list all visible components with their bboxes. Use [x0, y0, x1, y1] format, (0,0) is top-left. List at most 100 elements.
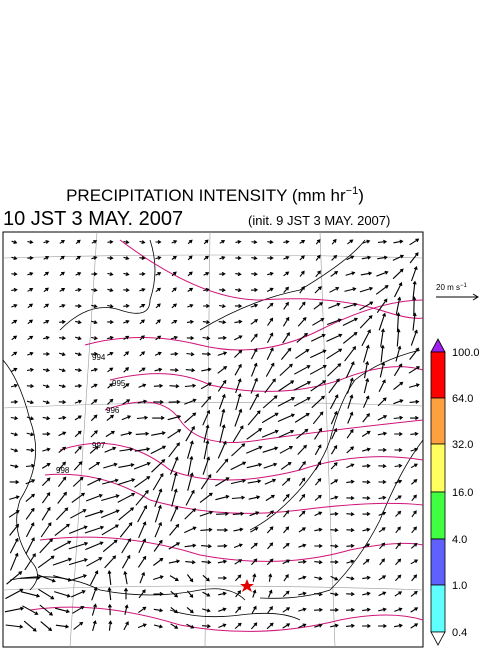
- isobar: [29, 606, 424, 632]
- wind-arrow: [58, 446, 67, 454]
- wind-arrow: [185, 489, 195, 506]
- wind-arrow: [123, 587, 128, 600]
- wind-arrow: [266, 526, 274, 534]
- wind-arrow: [362, 607, 371, 612]
- wind-arrow: [394, 607, 403, 612]
- init-time: (init. 9 JST 3 MAY. 2007): [248, 213, 390, 228]
- wind-arrow: [25, 479, 36, 485]
- wind-arrow: [121, 554, 131, 569]
- wind-arrow: [72, 476, 84, 487]
- wind-arrow: [26, 367, 35, 372]
- wind-arrow: [314, 511, 323, 517]
- wind-arrow: [122, 383, 130, 389]
- wind-arrow: [298, 543, 307, 548]
- wind-arrow: [247, 479, 262, 484]
- wind-arrow: [170, 505, 179, 522]
- wind-arrow: [75, 287, 82, 292]
- wind-arrow: [346, 377, 354, 394]
- wind-arrow: [134, 447, 151, 452]
- wind-arrow: [107, 335, 114, 340]
- wind-arrow: [281, 477, 291, 486]
- wind-arrow: [361, 430, 371, 437]
- wind-arrow: [314, 444, 322, 456]
- wind-arrow: [346, 623, 355, 628]
- wind-arrow: [154, 367, 163, 372]
- title: PRECIPITATION INTENSITY (mm hr−1): [66, 185, 364, 205]
- wind-arrow: [123, 319, 130, 324]
- wind-arrow: [68, 541, 89, 550]
- wind-arrow: [59, 303, 66, 308]
- wind-arrow: [70, 509, 87, 519]
- wind-arrow: [27, 335, 34, 341]
- wind-arrow: [313, 302, 324, 310]
- wind-arrow: [75, 255, 81, 260]
- wind-arrow: [39, 538, 54, 554]
- wind-arrow: [252, 573, 257, 582]
- wind-arrow: [139, 319, 146, 325]
- wind-arrow: [249, 393, 259, 411]
- wind-arrow: [394, 432, 403, 437]
- wind-arrow: [26, 448, 35, 453]
- wind-arrow: [91, 336, 98, 341]
- wind-arrow: [411, 494, 417, 502]
- wind-arrow: [90, 367, 99, 372]
- wind-arrow: [394, 623, 403, 628]
- wind-arrow: [379, 361, 386, 378]
- wind-arrow: [58, 384, 67, 389]
- colorbar-bottom-triangle: [430, 631, 446, 646]
- wind-arrow: [309, 365, 327, 375]
- wind-arrow: [91, 272, 98, 276]
- wind-arrow: [342, 317, 359, 326]
- wind-arrow: [378, 527, 386, 533]
- wind-arrow: [56, 507, 69, 521]
- wind-arrow: [362, 413, 370, 423]
- wind-arrow: [201, 560, 212, 565]
- wind-arrow: [251, 256, 258, 261]
- wind-arrow: [153, 383, 164, 388]
- wind-arrow: [310, 349, 327, 359]
- wind-arrow: [262, 446, 279, 453]
- wind-arrow: [153, 591, 164, 596]
- wind-arrow: [346, 543, 355, 548]
- wind-arrow: [153, 608, 164, 613]
- wind-arrow: [312, 318, 325, 326]
- wind-arrow: [105, 430, 115, 438]
- wind-arrow: [378, 312, 386, 331]
- wind-arrow: [107, 383, 114, 389]
- wind-arrow: [230, 478, 247, 485]
- wind-arrow: [250, 303, 259, 308]
- wind-unit: 20 m s−1: [436, 283, 468, 292]
- wind-arrow: [362, 575, 371, 580]
- wind-arrow: [187, 239, 193, 245]
- wind-arrow: [169, 523, 180, 536]
- wind-arrow: [278, 429, 295, 438]
- wind-arrow: [91, 304, 98, 309]
- wind-arrow: [327, 363, 342, 377]
- wind-arrow: [345, 271, 356, 276]
- wind-arrow: [394, 448, 403, 452]
- wind-arrow: [411, 526, 417, 534]
- wind-arrow: [167, 429, 182, 439]
- wind-arrow: [11, 319, 18, 324]
- wind-arrow: [42, 368, 51, 373]
- wind-arrow: [265, 362, 275, 377]
- isobar-label: 994: [92, 353, 106, 362]
- wind-arrow: [185, 560, 196, 565]
- wind-arrow: [90, 351, 99, 356]
- wind-arrow: [395, 558, 402, 566]
- wind-arrow: [203, 272, 210, 276]
- wind-arrow: [362, 527, 371, 532]
- wind-arrow: [283, 271, 290, 277]
- wind-arrow: [203, 424, 210, 443]
- wind-arrow: [10, 399, 19, 404]
- wind-arrow: [139, 351, 146, 357]
- wind-arrow: [54, 523, 70, 537]
- wind-arrow: [38, 588, 55, 600]
- wind-arrow: [11, 272, 18, 276]
- wind-arrow: [395, 296, 402, 315]
- wind-arrow: [314, 560, 323, 565]
- wind-arrow: [42, 416, 51, 421]
- wind-arrow: [36, 574, 56, 583]
- wind-arrow: [379, 542, 386, 550]
- wind-arrow: [74, 368, 83, 373]
